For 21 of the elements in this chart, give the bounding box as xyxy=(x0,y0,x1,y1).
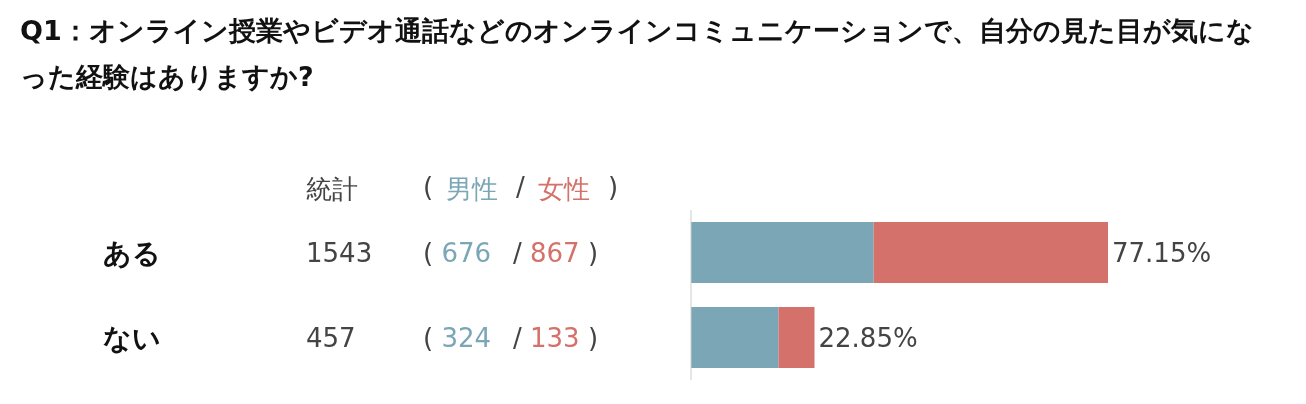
data-label: / 133 ) xyxy=(513,322,599,353)
chart-title: Q1：オンライン授業やビデオ通話などのオンラインコミュニケーションで、自分の見た目が気になった経験はありますか? xyxy=(19,14,1255,94)
text: 男性 xyxy=(446,173,498,206)
bar xyxy=(691,307,779,368)
text: 女性 xyxy=(538,173,590,206)
annotation: 77.15% xyxy=(1112,237,1212,268)
text: / xyxy=(516,172,525,202)
y-tick-label: ある xyxy=(103,236,161,270)
data-label: / 867 ) xyxy=(513,237,599,268)
legend-title: 統計 xyxy=(306,173,358,206)
text: 1543 xyxy=(306,237,373,268)
text: ) xyxy=(608,172,619,202)
bar xyxy=(778,307,815,368)
data-label: ( 324 xyxy=(423,322,492,353)
annotation: 22.85% xyxy=(818,322,918,353)
bar xyxy=(691,222,874,283)
text: ( xyxy=(423,172,434,202)
text: 457 xyxy=(306,322,356,353)
y-tick-label: ない xyxy=(103,321,161,355)
data-label: ( 676 xyxy=(423,237,492,268)
bar xyxy=(873,222,1108,283)
